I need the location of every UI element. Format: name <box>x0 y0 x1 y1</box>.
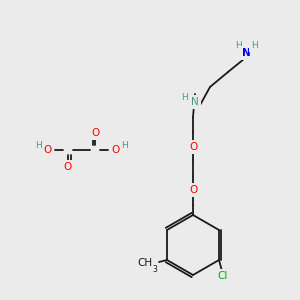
Text: O: O <box>44 145 52 155</box>
Text: H: H <box>181 92 188 101</box>
Text: O: O <box>91 128 99 138</box>
Text: CH: CH <box>137 258 152 268</box>
Text: Cl: Cl <box>218 271 228 281</box>
Text: O: O <box>189 185 197 195</box>
Text: H: H <box>122 140 128 149</box>
Text: O: O <box>189 142 197 152</box>
Text: N: N <box>191 97 199 107</box>
Text: H: H <box>250 41 257 50</box>
Text: H: H <box>235 41 242 50</box>
Text: 3: 3 <box>153 265 158 274</box>
Text: O: O <box>111 145 119 155</box>
Text: N: N <box>242 48 250 58</box>
Text: H: H <box>34 140 41 149</box>
Text: O: O <box>64 162 72 172</box>
